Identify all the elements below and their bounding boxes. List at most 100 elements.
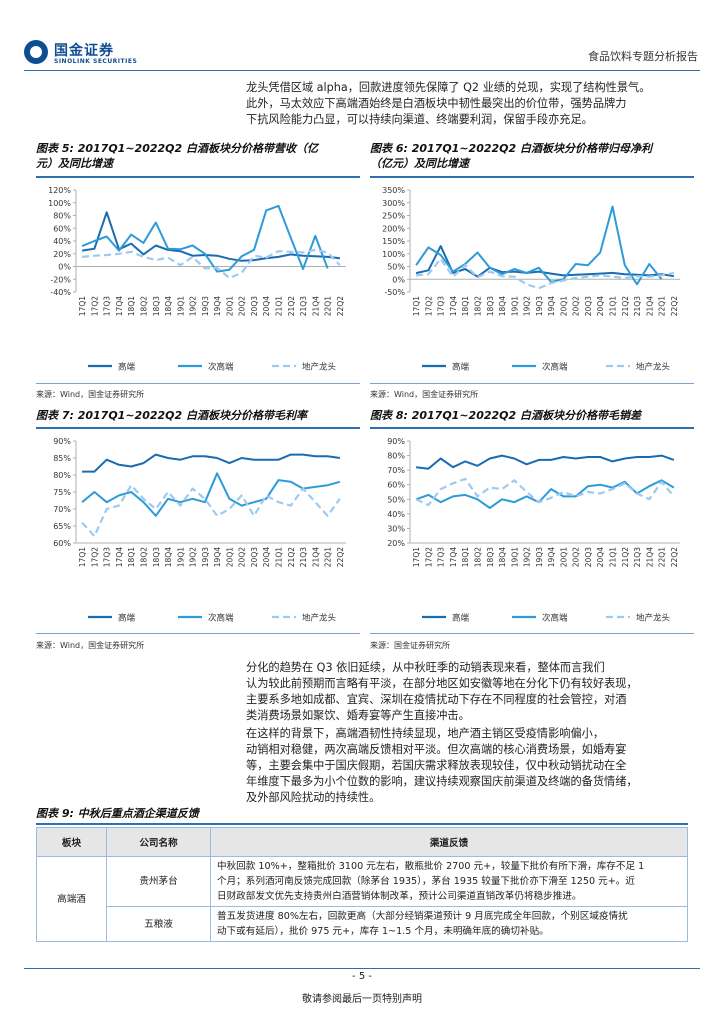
paragraph-line: 及外部风险扰动的持续性。 xyxy=(246,791,381,804)
legend-label-3: 地产龙头 xyxy=(636,362,671,373)
figure-9-top-rule xyxy=(36,823,688,825)
legend-label-1: 高端 xyxy=(452,362,470,373)
x-tick-label: 19Q4 xyxy=(547,296,556,316)
y-tick-label: -50% xyxy=(384,288,405,297)
x-tick-label: 21Q3 xyxy=(299,547,308,567)
x-tick-label: 17Q2 xyxy=(90,547,99,567)
intro-line: 此外，马太效应下高端酒始终是白酒板块中韧性最突出的价位带，强势品牌力 xyxy=(246,97,627,110)
x-tick-label: 21Q4 xyxy=(645,547,654,567)
x-tick-label: 18Q1 xyxy=(127,547,136,567)
figure-6-top-rule xyxy=(370,176,694,178)
x-tick-label: 18Q1 xyxy=(461,296,470,316)
y-tick-label: 50% xyxy=(387,495,405,504)
logo-english-name: SINOLINK SECURITIES xyxy=(54,58,138,65)
x-tick-label: 22Q1 xyxy=(324,296,333,316)
x-tick-label: 17Q1 xyxy=(412,296,421,316)
x-tick-label: 19Q1 xyxy=(176,547,185,567)
footer-rule xyxy=(24,968,700,969)
y-tick-label: 80% xyxy=(53,212,71,221)
series-line-2 xyxy=(415,205,663,286)
x-tick-label: 18Q2 xyxy=(474,296,483,316)
y-tick-label: 350% xyxy=(382,186,405,195)
figure-7-bottom-rule xyxy=(36,633,360,634)
x-tick-label: 18Q3 xyxy=(152,547,161,567)
x-tick-label: 19Q1 xyxy=(510,296,519,316)
y-tick-label: 85% xyxy=(53,454,71,463)
figure-6-title-line2: （亿元）及同比增速 xyxy=(370,157,469,170)
x-tick-label: 17Q3 xyxy=(103,547,112,567)
x-tick-label: 21Q3 xyxy=(299,296,308,316)
company-cell: 贵州茅台 xyxy=(106,856,211,907)
y-tick-label: 90% xyxy=(387,437,405,446)
y-tick-label: 0% xyxy=(392,275,405,284)
x-tick-label: 22Q2 xyxy=(670,547,679,567)
x-tick-label: 22Q1 xyxy=(658,296,667,316)
x-tick-label: 19Q3 xyxy=(201,296,210,316)
x-tick-label: 20Q2 xyxy=(238,296,247,316)
x-tick-label: 17Q3 xyxy=(437,547,446,567)
figure-5-title-line1: 图表 5: 2017Q1~2022Q2 白酒板块分价格带营收（亿 xyxy=(36,142,318,155)
channel-feedback-table: 板块 公司名称 渠道反馈 高端酒 贵州茅台 中秋回款 10%+，整箱批价 310… xyxy=(36,827,688,942)
y-tick-label: 60% xyxy=(387,481,405,490)
feedback-line: 个月；系列酒河南反馈完成回款（除茅台 1935），茅台 1935 较量下批价亦下… xyxy=(217,876,635,887)
series-line-2 xyxy=(81,472,341,517)
x-tick-label: 21Q1 xyxy=(275,547,284,567)
x-tick-label: 21Q1 xyxy=(275,296,284,316)
figure-5-title-line2: 元）及同比增速 xyxy=(36,157,113,170)
x-tick-label: 21Q2 xyxy=(621,296,630,316)
feedback-cell: 普五发货进度 80%左右，回款更高（大部分经销渠道预计 9 月底完成全年回款，个… xyxy=(210,906,688,942)
paragraph-line: 年维度下最多为小个位数的影响，建议持续观察国庆前渠道及终端的备货情绪， xyxy=(246,775,638,788)
y-tick-label: 40% xyxy=(387,510,405,519)
figure-8-bottom-rule xyxy=(370,633,694,634)
header-rule xyxy=(24,70,700,71)
figure-5-source: 来源：Wind，国金证券研究所 xyxy=(36,390,145,399)
x-tick-label: 20Q1 xyxy=(225,547,234,567)
paragraph-line: 在这样的背景下，高端酒韧性持续显现，地产酒主销区受疫情影响偏小， xyxy=(246,727,605,740)
series-line-1 xyxy=(415,245,675,278)
y-tick-label: 200% xyxy=(382,224,405,233)
figure-9-title: 图表 9: 中秋后重点酒企渠道反馈 xyxy=(36,807,199,820)
x-tick-label: 17Q1 xyxy=(78,547,87,567)
x-tick-label: 21Q4 xyxy=(311,547,320,567)
intro-line: 下抗风险能力凸显，可以持续向渠道、终端要利润，保留手段亦充足。 xyxy=(246,113,593,126)
x-tick-label: 20Q3 xyxy=(584,296,593,316)
y-tick-label: 80% xyxy=(387,452,405,461)
footer-disclaimer: 敬请参阅最后一页特别声明 xyxy=(302,994,422,1005)
x-tick-label: 19Q1 xyxy=(176,296,185,316)
x-tick-label: 18Q4 xyxy=(164,296,173,316)
header-company: 公司名称 xyxy=(106,827,211,857)
intro-line: 龙头凭借区域 alpha，回款进度领先保障了 Q2 业绩的兑现，实现了结构性景气… xyxy=(246,81,651,94)
y-tick-label: 50% xyxy=(387,263,405,272)
body-paragraph-1: 分化的趋势在 Q3 依旧延续，从中秋旺季的动销表现来看，整体而言我们 认为较此前… xyxy=(246,660,694,724)
y-tick-label: 20% xyxy=(387,539,405,548)
figure-6-bottom-rule xyxy=(370,383,694,384)
x-tick-label: 20Q2 xyxy=(238,547,247,567)
x-tick-label: 21Q2 xyxy=(287,296,296,316)
x-tick-label: 17Q1 xyxy=(78,296,87,316)
logo-chinese-name: 国金证券 xyxy=(54,43,114,59)
x-tick-label: 20Q2 xyxy=(572,296,581,316)
figure-8-source: 来源：国金证券研究所 xyxy=(370,641,450,650)
y-tick-label: 90% xyxy=(53,437,71,446)
paragraph-line: 类消费场景如聚饮、婚寿宴等产生直接冲击。 xyxy=(246,709,470,722)
figure-6-title: 图表 6: 2017Q1~2022Q2 白酒板块分价格带归母净利 （亿元）及同比… xyxy=(370,141,696,171)
x-tick-label: 18Q1 xyxy=(127,296,136,316)
legend-label-2: 次高端 xyxy=(542,613,568,624)
legend-label-2: 次高端 xyxy=(208,613,234,624)
page-number: - 5 - xyxy=(352,971,372,982)
x-tick-label: 17Q4 xyxy=(449,296,458,316)
legend-label-3: 地产龙头 xyxy=(302,362,337,373)
y-tick-label: 70% xyxy=(53,505,71,514)
y-tick-label: 100% xyxy=(48,199,71,208)
feedback-line: 日财政部发文优先支持贵州白酒营销体制改革，预计公司渠道直销改革仍将稳步推进。 xyxy=(217,891,582,902)
x-tick-label: 17Q2 xyxy=(90,296,99,316)
x-tick-label: 20Q3 xyxy=(584,547,593,567)
figure-6-title-line1: 图表 6: 2017Q1~2022Q2 白酒板块分价格带归母净利 xyxy=(370,142,652,155)
legend-label-3: 地产龙头 xyxy=(302,613,337,624)
feedback-line: 普五发货进度 80%左右，回款更高（大部分经销渠道预计 9 月底完成全年回款，个… xyxy=(217,911,628,922)
x-tick-label: 21Q1 xyxy=(609,296,618,316)
paragraph-line: 等，主要会集中于国庆假期，若国庆需求释放表现较佳，仅中秋动销扰动在全 xyxy=(246,759,627,772)
x-tick-label: 20Q4 xyxy=(596,296,605,316)
legend-label-1: 高端 xyxy=(118,362,136,373)
x-tick-label: 21Q2 xyxy=(287,547,296,567)
